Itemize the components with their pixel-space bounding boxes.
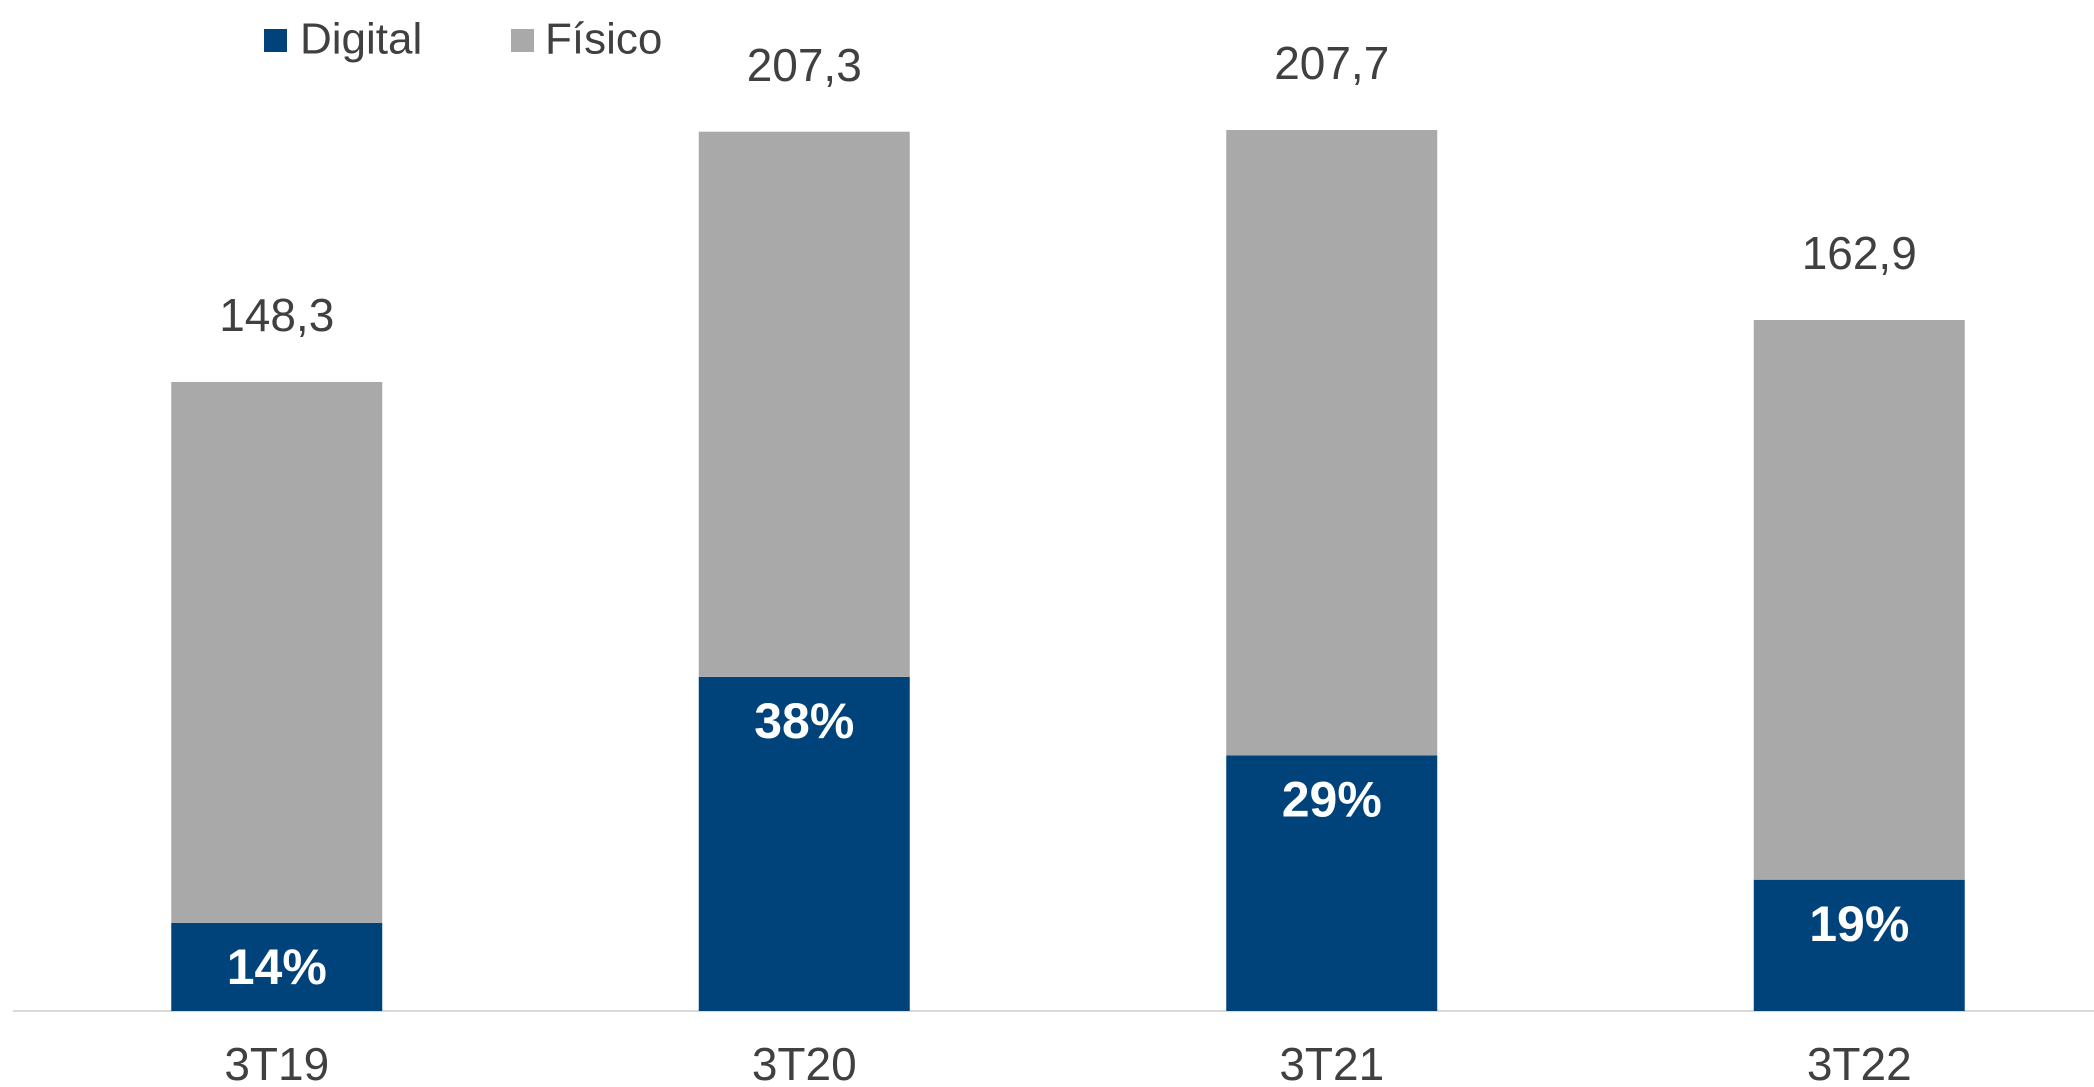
data-label: 38%	[754, 693, 854, 749]
legend-label: Digital	[300, 15, 422, 64]
total-label: 207,3	[747, 39, 862, 91]
bar-segment	[1226, 755, 1438, 1011]
bar-segment	[171, 922, 383, 1011]
bar-segment	[698, 131, 910, 677]
bar-segment	[1226, 130, 1438, 756]
x-tick-label: 3T19	[224, 1038, 329, 1087]
data-label: 19%	[1809, 896, 1909, 952]
bar-segment	[698, 676, 910, 1011]
data-label: 14%	[227, 939, 327, 995]
x-tick-label: 3T21	[1279, 1038, 1384, 1087]
x-tick-label: 3T20	[752, 1038, 857, 1087]
legend-swatch	[511, 29, 534, 52]
legend-swatch	[264, 29, 287, 52]
total-label: 148,3	[219, 289, 334, 341]
x-tick-label: 3T22	[1807, 1038, 1912, 1087]
data-label: 29%	[1282, 772, 1382, 828]
legend-label: Físico	[545, 15, 662, 64]
bar-segment	[1753, 879, 1965, 1011]
bar-segment	[171, 381, 383, 923]
bar-segment	[1753, 320, 1965, 880]
total-label: 162,9	[1802, 227, 1917, 279]
total-label: 207,7	[1274, 37, 1389, 89]
